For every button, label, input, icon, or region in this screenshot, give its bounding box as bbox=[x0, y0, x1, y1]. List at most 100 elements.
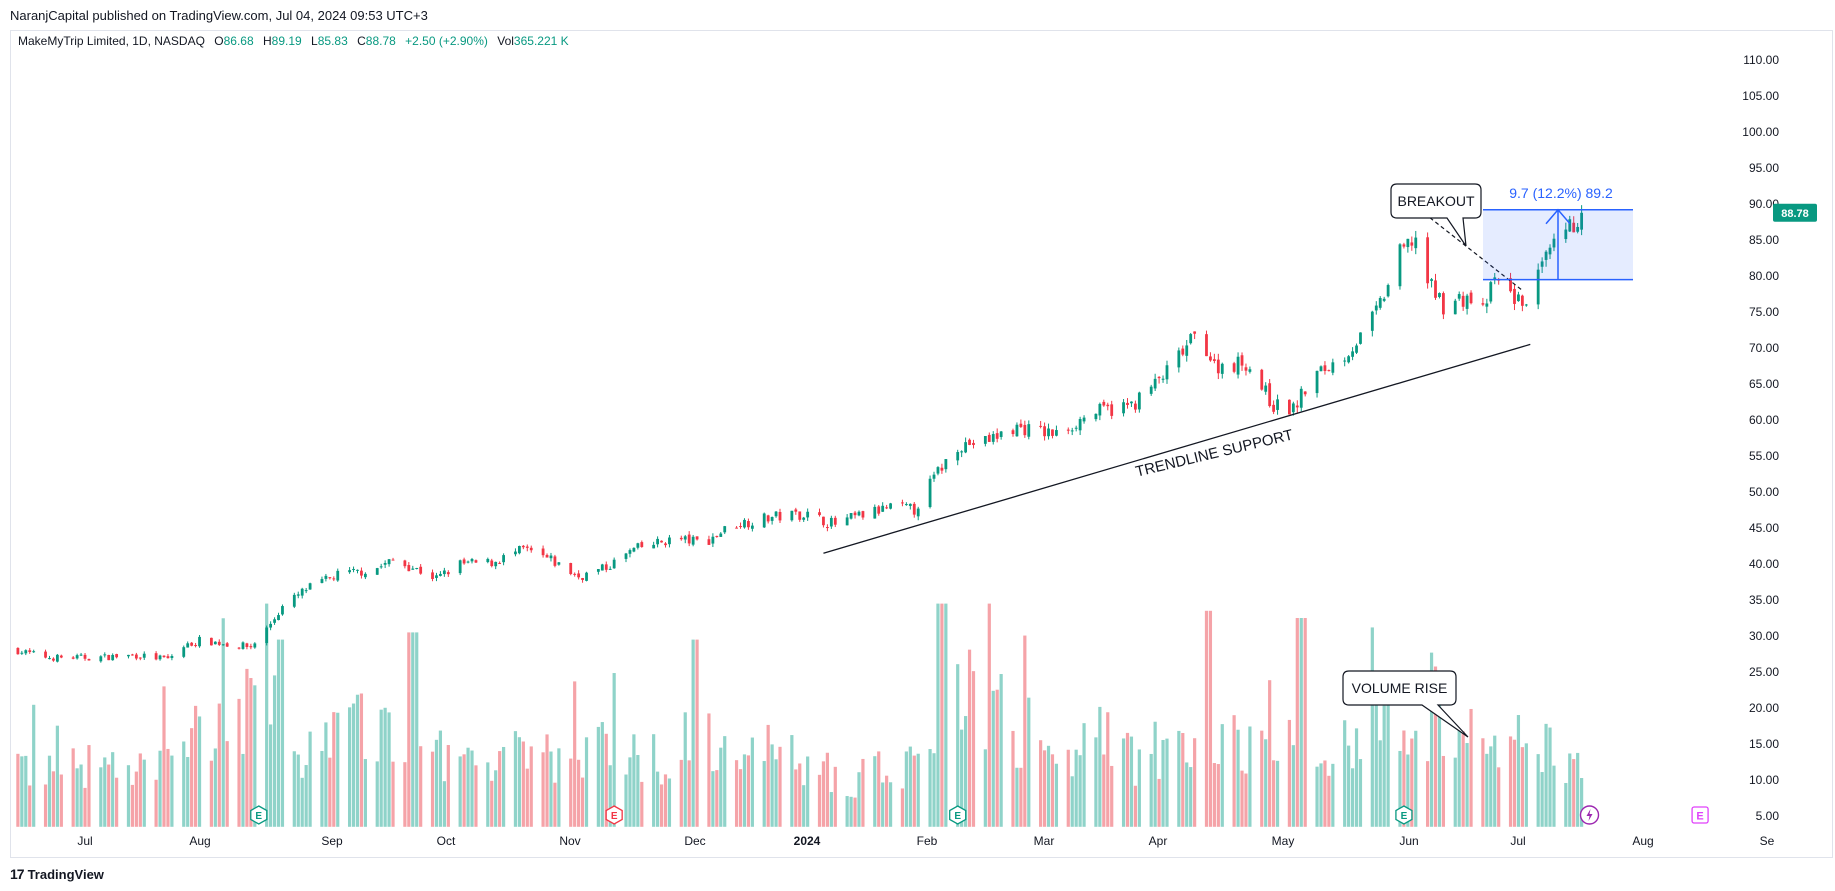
price-axis[interactable]: 110.00 105.00 100.00 95.00 90.00 85.00 80.00 75… bbox=[1742, 53, 1817, 823]
volume-bar bbox=[1465, 743, 1469, 827]
candle-body bbox=[363, 573, 367, 578]
candle-body bbox=[281, 606, 284, 615]
volume-bar bbox=[494, 770, 498, 827]
candles bbox=[16, 205, 1584, 663]
time-tick-label: Dec bbox=[684, 834, 705, 848]
volume-bar bbox=[43, 784, 48, 827]
candle-body bbox=[1212, 359, 1216, 361]
candle-body bbox=[115, 654, 119, 658]
candle-body bbox=[1078, 419, 1082, 431]
candle-body bbox=[166, 656, 170, 659]
volume-bar bbox=[596, 726, 600, 827]
volume-bar bbox=[632, 734, 636, 827]
price-tick-label: 75.00 bbox=[1749, 305, 1779, 319]
candle-body bbox=[514, 551, 517, 555]
volume-bar bbox=[1208, 610, 1213, 827]
volume-bar bbox=[853, 797, 857, 827]
volume-bar bbox=[1125, 732, 1130, 827]
symbol-title[interactable]: MakeMyTrip Limited, 1D, NASDAQ bbox=[18, 34, 205, 48]
volume-bar bbox=[130, 784, 135, 827]
volume-bar bbox=[683, 712, 687, 827]
volume-bar bbox=[265, 603, 269, 827]
volume-bar bbox=[20, 756, 24, 827]
earnings-letter: E bbox=[954, 811, 961, 822]
volume-bar bbox=[498, 751, 502, 827]
candle-body bbox=[348, 570, 351, 573]
candle-body bbox=[912, 503, 916, 515]
candle-body bbox=[1047, 428, 1050, 437]
candle-body bbox=[798, 511, 802, 520]
volume-bar bbox=[434, 739, 439, 827]
candle-body bbox=[521, 545, 525, 548]
volume-bar bbox=[1398, 750, 1402, 827]
time-axis[interactable]: Jul Aug Sep Oct Nov Dec 2024 Feb Mar Apr May Jun Jul… bbox=[77, 834, 1774, 848]
volume-bar bbox=[750, 737, 754, 827]
candle-body bbox=[71, 657, 75, 659]
volume-bar bbox=[1386, 683, 1390, 827]
volume-bar bbox=[419, 746, 423, 827]
volume-bar bbox=[470, 750, 474, 827]
volume-bar bbox=[1540, 772, 1544, 827]
volume-bar bbox=[209, 760, 213, 827]
volume-bar bbox=[1106, 712, 1110, 827]
candle-body bbox=[1165, 365, 1169, 380]
candle-body bbox=[1268, 383, 1272, 407]
volume-bar bbox=[154, 779, 158, 827]
volume-bar bbox=[1576, 752, 1580, 827]
candle-body bbox=[142, 653, 146, 658]
candle-body bbox=[1074, 427, 1078, 429]
candle-body bbox=[936, 467, 940, 474]
candle-body bbox=[1011, 430, 1015, 435]
candle-body bbox=[1232, 363, 1236, 372]
candle-body bbox=[656, 538, 659, 545]
candle-body bbox=[1055, 430, 1058, 436]
volume-bar bbox=[1552, 765, 1556, 827]
volume-bar bbox=[1481, 738, 1485, 827]
volume-bar bbox=[817, 774, 822, 827]
tradingview-footer[interactable]: 17 TradingView bbox=[10, 866, 104, 882]
price-tick-label: 105.00 bbox=[1742, 89, 1779, 103]
candle-body bbox=[1264, 385, 1268, 392]
volume-bar bbox=[1216, 764, 1220, 827]
candle-body bbox=[59, 655, 63, 658]
time-tick-label: Apr bbox=[1149, 834, 1168, 848]
trendline-label: TRENDLINE SUPPORT bbox=[1134, 426, 1295, 480]
volume-bar bbox=[964, 716, 968, 827]
volume-bar bbox=[217, 703, 221, 827]
measure-label: 9.7 (12.2%) 89.2 bbox=[1509, 185, 1613, 201]
volume-bar bbox=[351, 703, 356, 827]
time-tick-label: Jun bbox=[1399, 834, 1418, 848]
volume-bar bbox=[1331, 763, 1335, 827]
volume-bar bbox=[466, 747, 470, 827]
volume-bar bbox=[1193, 738, 1197, 827]
candle-body bbox=[549, 555, 553, 559]
candle-body bbox=[541, 548, 545, 556]
candle-body bbox=[486, 558, 490, 563]
candle-body bbox=[16, 647, 20, 655]
candle-body bbox=[391, 559, 395, 561]
candle-body bbox=[320, 579, 324, 583]
candle-body bbox=[1323, 365, 1327, 372]
candle-body bbox=[770, 517, 774, 521]
volume-bar bbox=[640, 781, 644, 827]
candle-body bbox=[600, 564, 604, 571]
volume-bar bbox=[1287, 719, 1292, 827]
candle-body bbox=[221, 644, 225, 646]
candle-body bbox=[747, 521, 750, 528]
candle-body bbox=[794, 509, 798, 512]
volume-bar bbox=[138, 753, 142, 827]
volume-callout: VOLUME RISE bbox=[1342, 670, 1469, 738]
candle-body bbox=[687, 534, 691, 544]
candle-body bbox=[1189, 334, 1193, 344]
price-tick-label: 45.00 bbox=[1749, 521, 1779, 535]
candle-body bbox=[265, 627, 269, 644]
price-tick-label: 15.00 bbox=[1749, 737, 1779, 751]
candle-body bbox=[735, 527, 738, 529]
volume-bar bbox=[1493, 735, 1497, 827]
volume-bar bbox=[359, 693, 364, 827]
candle-body bbox=[762, 513, 766, 528]
candle-body bbox=[1414, 237, 1418, 249]
candle-body bbox=[877, 506, 881, 514]
candle-body bbox=[624, 553, 628, 559]
